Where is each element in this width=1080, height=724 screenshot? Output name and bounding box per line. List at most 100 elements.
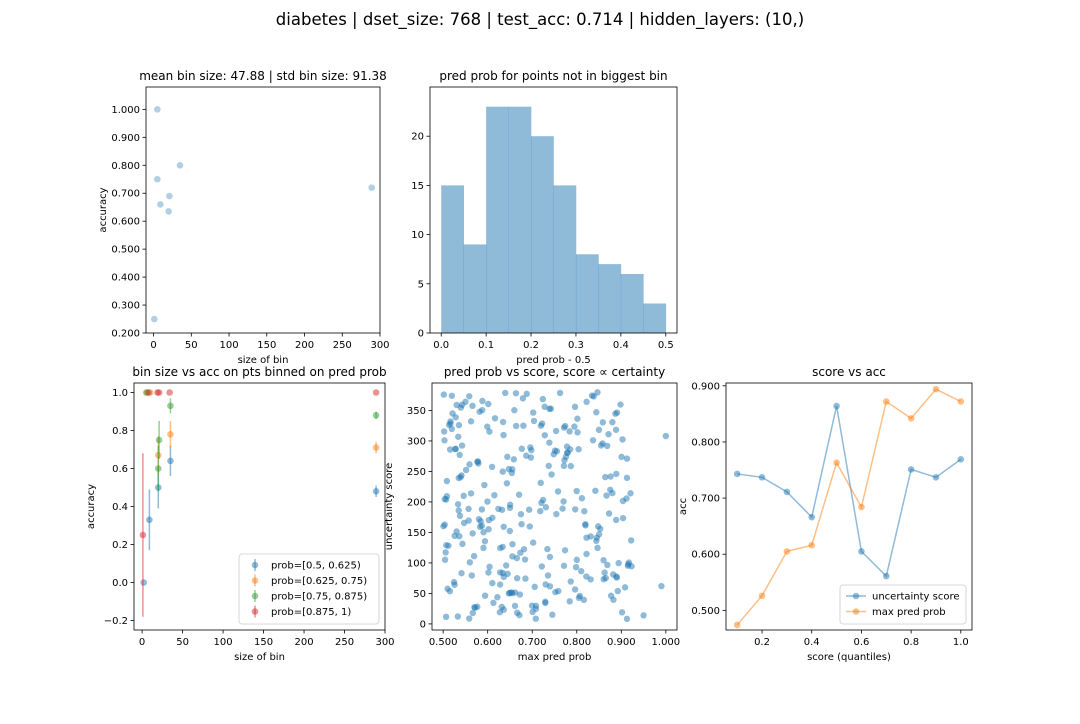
scatter-point <box>485 525 492 533</box>
scatter-point <box>549 611 556 618</box>
scatter-point <box>528 447 535 454</box>
y-tick-label: 0.600 <box>111 217 140 228</box>
scatter-point <box>502 562 510 569</box>
subplot-p2: 0.0 0.1 0.2 0.3 0.4 0.5 0 5 10 15 20 pred prob for … <box>411 69 678 366</box>
y-tick-label: 1.000 <box>111 105 140 116</box>
scatter-point <box>445 542 452 549</box>
line-marker <box>833 459 840 467</box>
scatter-point <box>481 481 488 489</box>
scatter-point <box>499 468 506 475</box>
scatter-point <box>485 569 492 576</box>
x-tick-label: 50 <box>185 340 198 351</box>
scatter-point <box>523 390 530 398</box>
line-marker <box>758 592 766 600</box>
scatter-point <box>564 449 571 456</box>
scatter-point <box>587 533 594 540</box>
line-marker <box>907 466 915 473</box>
scatter-point <box>551 447 559 454</box>
x-tick-label: 200 <box>295 340 314 351</box>
scatter-point <box>519 395 527 402</box>
subplot-title: bin size vs acc on pts binned on pred pr… <box>132 365 386 379</box>
scatter-point <box>560 462 568 470</box>
line-marker <box>858 548 865 555</box>
scatter-point <box>605 431 612 438</box>
scatter-point <box>541 403 548 410</box>
scatter-point <box>599 419 607 426</box>
scatter-point <box>466 461 473 468</box>
histogram-bar <box>486 106 509 334</box>
scatter-point <box>511 407 518 414</box>
scatter-point <box>560 562 568 569</box>
legend-label: prob=[0.5, 0.625) <box>271 561 361 572</box>
scatter-point <box>154 106 161 113</box>
legend-label: prob=[0.625, 0.75) <box>271 576 367 587</box>
data-point <box>372 412 380 419</box>
scatter-point <box>509 540 516 548</box>
scatter-point <box>466 615 473 622</box>
x-tick-label: 150 <box>257 340 276 351</box>
scatter-point <box>466 559 474 566</box>
scatter-point <box>513 609 521 616</box>
histogram-bar <box>553 185 577 333</box>
scatter-point <box>554 488 562 495</box>
line-marker <box>907 415 915 422</box>
scatter-point <box>537 507 544 515</box>
scatter-point <box>448 425 456 433</box>
scatter-point <box>480 529 487 536</box>
x-tick-label: 300 <box>375 637 394 648</box>
scatter-point <box>625 559 633 566</box>
scatter-point <box>607 592 615 599</box>
scatter-point <box>593 537 600 545</box>
scatter-point <box>455 433 462 440</box>
legend-label: prob=[0.875, 1) <box>271 607 351 618</box>
scatter-point <box>489 579 496 587</box>
legend-label: uncertainty score <box>872 592 960 603</box>
scatter-point <box>619 514 627 522</box>
x-tick-label: 200 <box>294 637 313 648</box>
line-marker <box>783 488 791 496</box>
data-point <box>372 488 380 495</box>
scatter-point <box>468 572 476 579</box>
line-marker <box>808 541 816 549</box>
scatter-point <box>529 539 537 546</box>
scatter-point <box>595 531 603 538</box>
legend-marker <box>251 592 259 600</box>
scatter-point <box>602 574 609 582</box>
scatter-point <box>518 445 525 452</box>
line-marker <box>882 398 890 405</box>
scatter-point <box>447 420 454 427</box>
y-tick-label: 0.900 <box>111 133 140 144</box>
x-tick-label: 0.2 <box>523 340 539 351</box>
histogram-bar <box>643 303 667 333</box>
scatter-point <box>613 409 621 416</box>
scatter-point <box>662 432 670 440</box>
y-tick-label: 350 <box>407 406 426 417</box>
scatter-point <box>614 587 621 595</box>
line-marker <box>833 402 840 410</box>
scatter-point <box>456 512 464 520</box>
y-axis-label: acc <box>678 498 689 515</box>
scatter-point <box>474 458 481 465</box>
scatter-point <box>475 515 483 523</box>
scatter-point <box>571 403 579 411</box>
scatter-point <box>499 569 506 577</box>
line-marker <box>957 398 965 405</box>
scatter-point <box>590 393 597 400</box>
subplot-p1: 0 50 100 150 200 250 300 0.200 0.300 0.400 0.500 0.… <box>98 69 390 366</box>
scatter-point <box>440 428 448 435</box>
legend-marker <box>852 592 860 600</box>
y-tick-label: 250 <box>407 467 426 478</box>
scatter-point <box>441 521 448 528</box>
scatter-point <box>594 389 601 396</box>
scatter-point <box>465 505 472 513</box>
scatter-point <box>165 208 172 215</box>
line-marker <box>733 470 741 478</box>
scatter-point <box>545 462 552 470</box>
legend-label: max pred prob <box>872 607 946 618</box>
line-marker <box>882 572 890 580</box>
x-tick-label: 250 <box>335 637 354 648</box>
legend: uncertainty score max pred prob <box>839 584 967 625</box>
scatter-point <box>518 520 525 528</box>
